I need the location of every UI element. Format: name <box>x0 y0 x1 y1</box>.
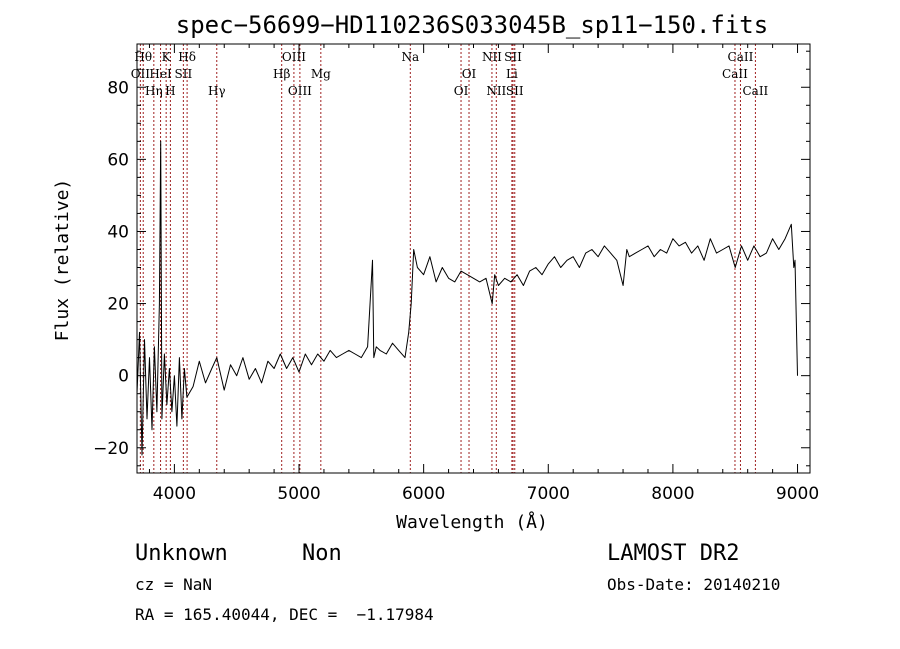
spectral-line-label: Mg <box>311 67 331 81</box>
x-tick-label: 6000 <box>402 484 445 504</box>
x-tick-label: 8000 <box>651 484 694 504</box>
object-class: Non <box>302 541 342 566</box>
spectral-line-label: NII <box>486 84 506 98</box>
spectral-line-label: Hγ <box>208 84 226 98</box>
spectral-line-label: H <box>165 84 175 98</box>
spectral-line-label: CaII <box>742 84 768 98</box>
spectral-line-markers <box>139 44 756 473</box>
chart-title: spec−56699−HD110236S033045B_sp11−150.fit… <box>176 11 768 39</box>
spectral-line-label: OI <box>454 84 469 98</box>
spectrum-line <box>136 140 798 456</box>
redshift-text: cz = NaN <box>135 575 212 594</box>
y-tick-label: 60 <box>107 150 129 170</box>
spectral-line-label: Hη <box>145 84 163 98</box>
spectral-line-label: SII <box>506 84 524 98</box>
spectral-line-label: Li <box>506 67 518 81</box>
x-tick-label: 5000 <box>277 484 320 504</box>
x-axis-label: Wavelength (Å) <box>396 511 548 533</box>
spectral-line-label: OIII <box>282 50 306 64</box>
y-tick-label: 20 <box>107 295 129 315</box>
obs-date-text: Obs-Date: 20140210 <box>607 575 780 594</box>
spectral-line-label: HeI <box>149 67 172 81</box>
y-tick-label: 0 <box>118 367 129 387</box>
x-tick-label: 7000 <box>527 484 570 504</box>
spectral-line-label: OI <box>462 67 477 81</box>
spectral-line-label: Hθ <box>134 50 152 64</box>
x-axis-ticks: 4000 5000 6000 7000 8000 9000 <box>148 44 819 504</box>
x-tick-label: 9000 <box>776 484 819 504</box>
spectral-line-label: OIII <box>288 84 312 98</box>
y-tick-label: 80 <box>107 78 129 98</box>
object-name: Unknown <box>135 541 228 566</box>
y-tick-label: 40 <box>107 222 129 242</box>
spectral-line-label: CaII <box>728 50 754 64</box>
spectral-line-label: Hδ <box>178 50 196 64</box>
spectral-line-label: Na <box>401 50 419 64</box>
spectral-line-label: CaII <box>722 67 748 81</box>
coordinates-text: RA = 165.40044, DEC = −1.17984 <box>135 605 434 624</box>
spectral-line-label: K <box>162 50 172 64</box>
y-tick-label: −20 <box>93 439 129 459</box>
spectral-line-label: OII <box>131 67 151 81</box>
y-axis-label: Flux (relative) <box>52 179 73 342</box>
spectral-line-label: NII <box>482 50 502 64</box>
y-axis-ticks: −20 0 20 40 60 80 <box>93 50 810 467</box>
spectral-line-label: SII <box>504 50 522 64</box>
x-tick-label: 4000 <box>153 484 196 504</box>
survey-name: LAMOST DR2 <box>607 541 739 566</box>
spectral-line-label: Hβ <box>273 67 290 81</box>
plot-frame <box>136 43 811 474</box>
spectral-line-label: SII <box>175 67 193 81</box>
